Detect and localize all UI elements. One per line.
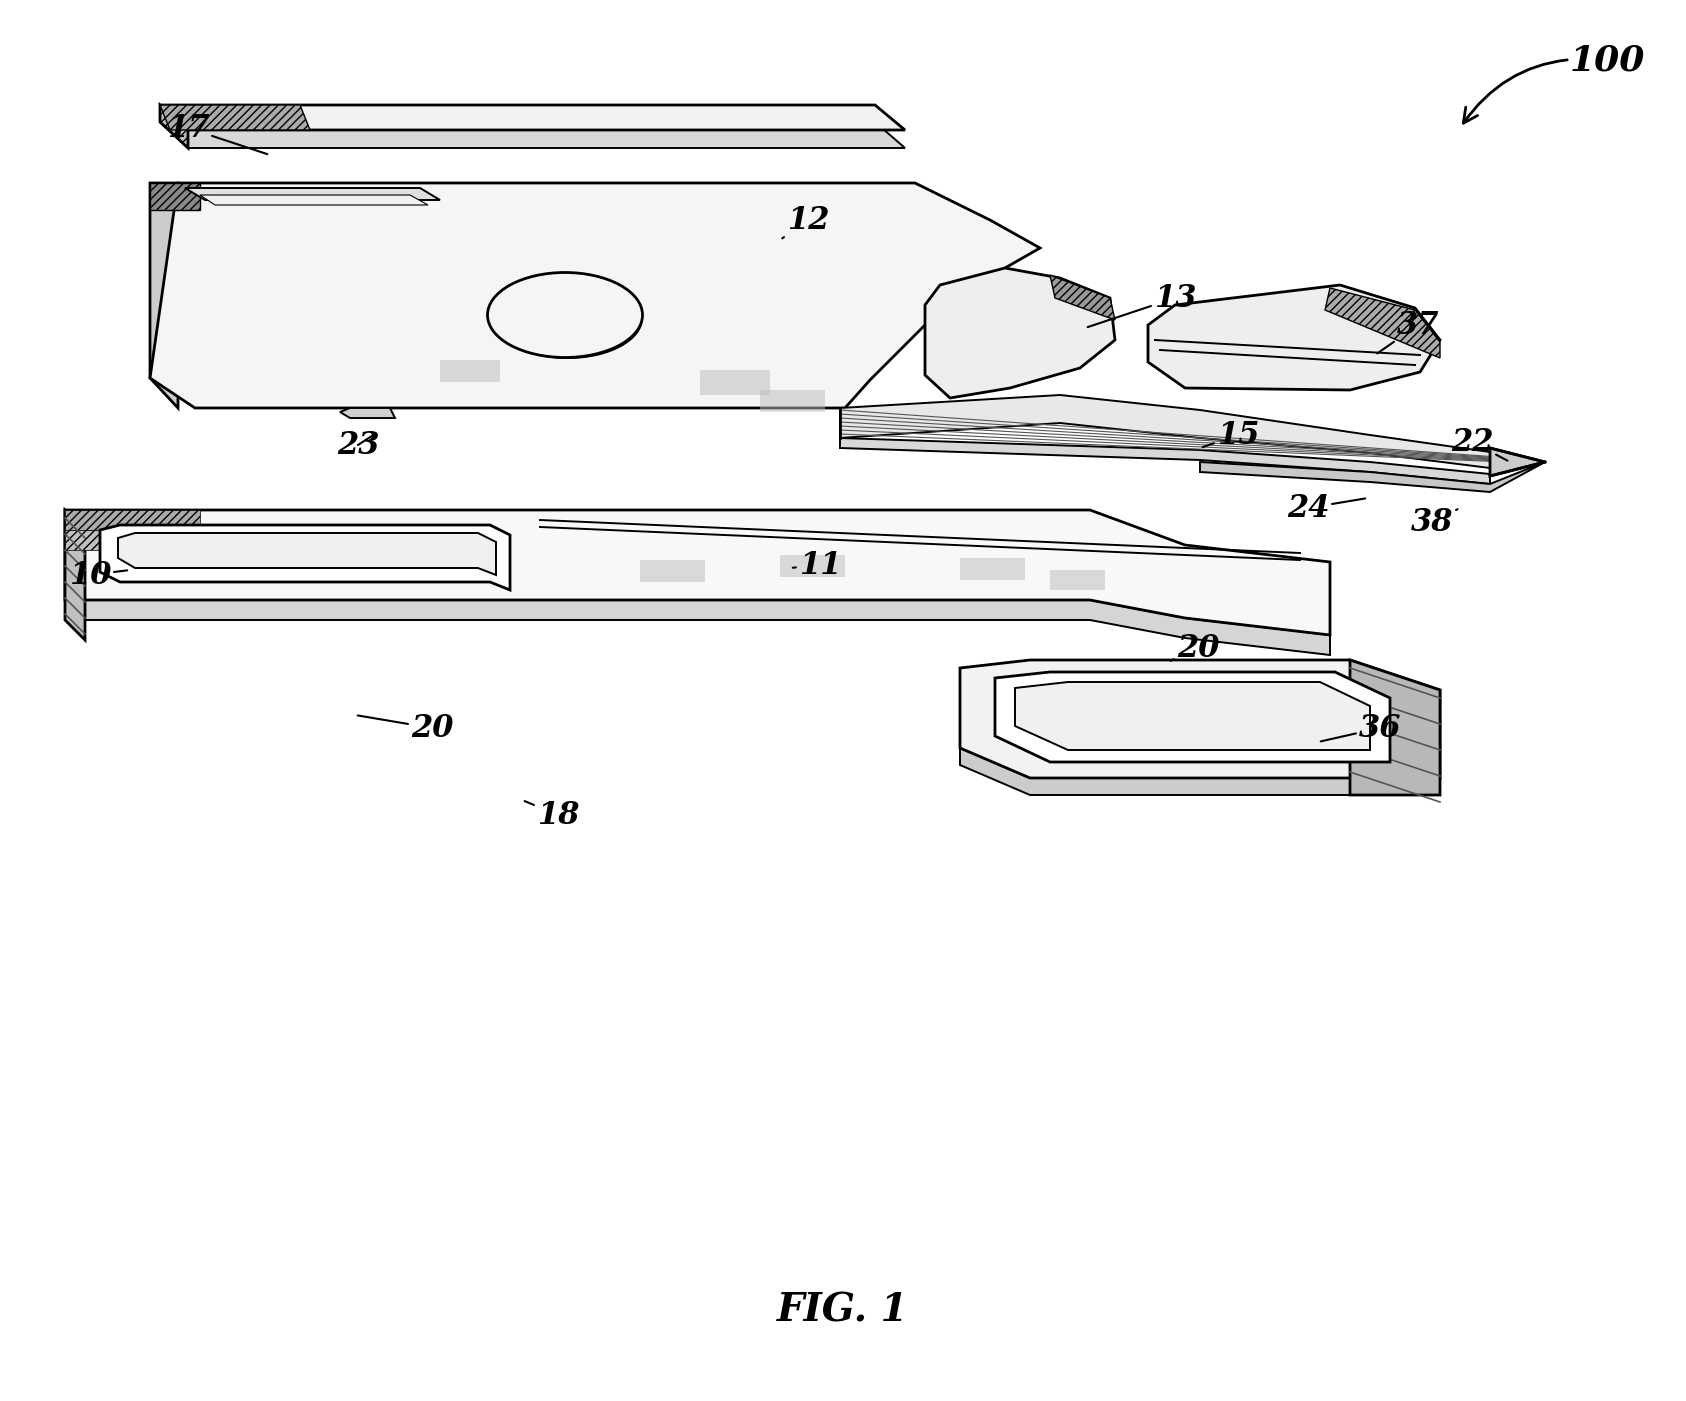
Ellipse shape (487, 273, 642, 357)
Text: 38: 38 (1411, 507, 1457, 538)
Polygon shape (1015, 682, 1371, 750)
Polygon shape (160, 105, 189, 149)
Polygon shape (66, 510, 84, 640)
Polygon shape (959, 748, 1440, 794)
Polygon shape (118, 532, 496, 574)
Polygon shape (1350, 660, 1440, 794)
Polygon shape (150, 184, 1040, 408)
Polygon shape (959, 660, 1440, 778)
Polygon shape (1081, 720, 1135, 738)
Polygon shape (160, 105, 310, 130)
Polygon shape (1221, 724, 1280, 745)
Text: 15: 15 (1202, 419, 1259, 451)
Text: 36: 36 (1320, 713, 1401, 744)
Polygon shape (160, 122, 905, 149)
Polygon shape (150, 184, 179, 408)
Polygon shape (641, 560, 705, 581)
Polygon shape (160, 105, 905, 130)
Polygon shape (1050, 275, 1114, 319)
Polygon shape (201, 195, 428, 205)
Text: 100: 100 (1463, 43, 1646, 123)
Polygon shape (1200, 462, 1544, 492)
Polygon shape (700, 370, 771, 395)
Polygon shape (959, 558, 1025, 580)
Polygon shape (781, 555, 845, 577)
Text: 20: 20 (1170, 632, 1219, 664)
Text: 12: 12 (782, 205, 830, 238)
Polygon shape (760, 389, 824, 412)
Text: 18: 18 (524, 800, 580, 831)
Ellipse shape (494, 277, 642, 359)
Polygon shape (926, 268, 1114, 398)
Polygon shape (66, 510, 1330, 635)
Polygon shape (840, 395, 1544, 468)
Text: 23: 23 (337, 430, 379, 461)
Polygon shape (1148, 284, 1440, 389)
Polygon shape (995, 672, 1389, 762)
Text: 22: 22 (1450, 426, 1507, 461)
Text: 13: 13 (1087, 283, 1197, 326)
Polygon shape (66, 600, 1330, 656)
Text: FIG. 1: FIG. 1 (777, 1290, 909, 1330)
Text: 10: 10 (69, 559, 126, 590)
Text: 17: 17 (167, 112, 268, 154)
Polygon shape (1490, 448, 1544, 476)
Polygon shape (1050, 570, 1104, 590)
Text: 24: 24 (1286, 493, 1366, 524)
Polygon shape (66, 510, 201, 530)
Text: 20: 20 (357, 713, 454, 744)
Polygon shape (66, 530, 201, 551)
Polygon shape (341, 408, 395, 417)
Text: 37: 37 (1377, 310, 1440, 353)
Polygon shape (440, 360, 501, 382)
Polygon shape (99, 525, 509, 590)
Polygon shape (185, 188, 440, 200)
Text: 11: 11 (792, 549, 841, 580)
Polygon shape (1325, 289, 1440, 359)
Polygon shape (840, 439, 1490, 483)
Polygon shape (1094, 730, 1155, 750)
Polygon shape (150, 184, 201, 210)
